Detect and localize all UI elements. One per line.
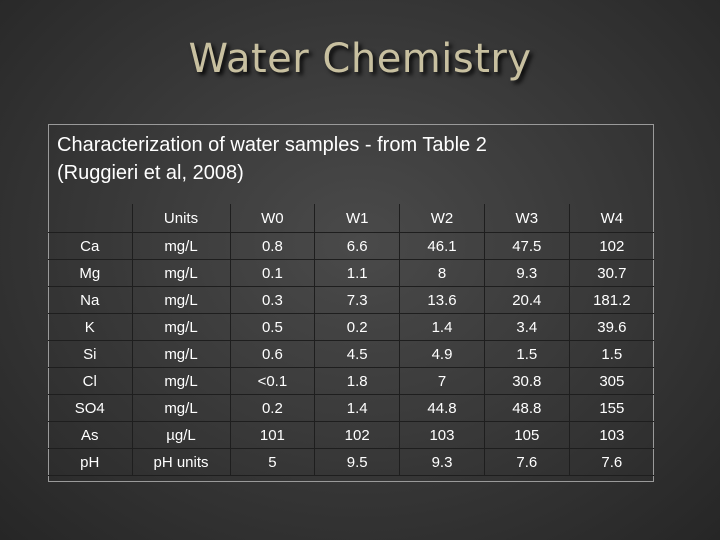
header-cell-w2: W2 (399, 204, 485, 233)
value-cell: 0.2 (314, 313, 401, 341)
value-cell: 4.9 (399, 340, 485, 368)
value-cell: 30.7 (569, 259, 654, 287)
element-cell: Na (48, 286, 133, 314)
value-cell: 155 (569, 394, 654, 422)
value-cell: 105 (484, 421, 570, 449)
units-cell: mg/L (132, 394, 231, 422)
value-cell: 0.3 (230, 286, 316, 314)
units-cell: mg/L (132, 367, 231, 395)
value-cell: 44.8 (399, 394, 485, 422)
element-cell: As (48, 421, 133, 449)
units-cell: pH units (132, 448, 231, 476)
units-cell: mg/L (132, 340, 231, 368)
value-cell: 103 (569, 421, 654, 449)
units-cell: mg/L (132, 232, 231, 260)
value-cell: 47.5 (484, 232, 570, 260)
value-cell: 48.8 (484, 394, 570, 422)
element-cell: SO4 (48, 394, 133, 422)
table-row: Na mg/L 0.3 7.3 13.6 20.4 181.2 (48, 286, 654, 314)
units-cell: mg/L (132, 286, 231, 314)
header-cell-units: Units (132, 204, 231, 233)
value-cell: 46.1 (399, 232, 485, 260)
header-cell-w3: W3 (484, 204, 570, 233)
value-cell: 0.2 (230, 394, 316, 422)
table-row: SO4 mg/L 0.2 1.4 44.8 48.8 155 (48, 394, 654, 422)
element-cell: K (48, 313, 133, 341)
value-cell: 7.6 (484, 448, 570, 476)
element-cell: pH (48, 448, 133, 476)
header-cell-element (48, 204, 133, 233)
value-cell: 1.4 (314, 394, 401, 422)
value-cell: 103 (399, 421, 485, 449)
value-cell: 7 (399, 367, 485, 395)
value-cell: 305 (569, 367, 654, 395)
value-cell: 7.6 (569, 448, 654, 476)
value-cell: 20.4 (484, 286, 570, 314)
value-cell: <0.1 (230, 367, 316, 395)
value-cell: 4.5 (314, 340, 401, 368)
header-cell-w4: W4 (569, 204, 654, 233)
value-cell: 1.5 (569, 340, 654, 368)
caption-line-2: (Ruggieri et al, 2008) (57, 162, 244, 184)
table-header-row: Units W0 W1 W2 W3 W4 (48, 204, 654, 233)
header-cell-w1: W1 (314, 204, 401, 233)
table-row: pH pH units 5 9.5 9.3 7.6 7.6 (48, 448, 654, 476)
value-cell: 9.3 (399, 448, 485, 476)
value-cell: 0.6 (230, 340, 316, 368)
table-row: K mg/L 0.5 0.2 1.4 3.4 39.6 (48, 313, 654, 341)
value-cell: 5 (230, 448, 316, 476)
value-cell: 1.4 (399, 313, 485, 341)
table-row: Si mg/L 0.6 4.5 4.9 1.5 1.5 (48, 340, 654, 368)
value-cell: 30.8 (484, 367, 570, 395)
value-cell: 1.1 (314, 259, 401, 287)
slide-title: Water Chemistry (188, 36, 532, 82)
table-row: Ca mg/L 0.8 6.6 46.1 47.5 102 (48, 232, 654, 260)
value-cell: 0.5 (230, 313, 316, 341)
element-cell: Mg (48, 259, 133, 287)
value-cell: 8 (399, 259, 485, 287)
table-row: As µg/L 101 102 103 105 103 (48, 421, 654, 449)
units-cell: µg/L (132, 421, 231, 449)
value-cell: 13.6 (399, 286, 485, 314)
water-chemistry-table: Units W0 W1 W2 W3 W4 Ca mg/L 0.8 6.6 46.… (48, 204, 654, 476)
value-cell: 7.3 (314, 286, 401, 314)
units-cell: mg/L (132, 313, 231, 341)
value-cell: 1.8 (314, 367, 401, 395)
value-cell: 0.8 (230, 232, 316, 260)
value-cell: 9.3 (484, 259, 570, 287)
value-cell: 181.2 (569, 286, 654, 314)
value-cell: 6.6 (314, 232, 401, 260)
units-cell: mg/L (132, 259, 231, 287)
value-cell: 102 (569, 232, 654, 260)
element-cell: Si (48, 340, 133, 368)
value-cell: 1.5 (484, 340, 570, 368)
value-cell: 102 (314, 421, 401, 449)
element-cell: Ca (48, 232, 133, 260)
value-cell: 3.4 (484, 313, 570, 341)
table-row: Mg mg/L 0.1 1.1 8 9.3 30.7 (48, 259, 654, 287)
header-cell-w0: W0 (230, 204, 316, 233)
element-cell: Cl (48, 367, 133, 395)
value-cell: 0.1 (230, 259, 316, 287)
value-cell: 39.6 (569, 313, 654, 341)
value-cell: 9.5 (314, 448, 401, 476)
caption-line-1: Characterization of water samples - from… (57, 134, 487, 156)
table-row: Cl mg/L <0.1 1.8 7 30.8 305 (48, 367, 654, 395)
table-caption: Characterization of water samples - from… (57, 131, 647, 187)
value-cell: 101 (230, 421, 316, 449)
